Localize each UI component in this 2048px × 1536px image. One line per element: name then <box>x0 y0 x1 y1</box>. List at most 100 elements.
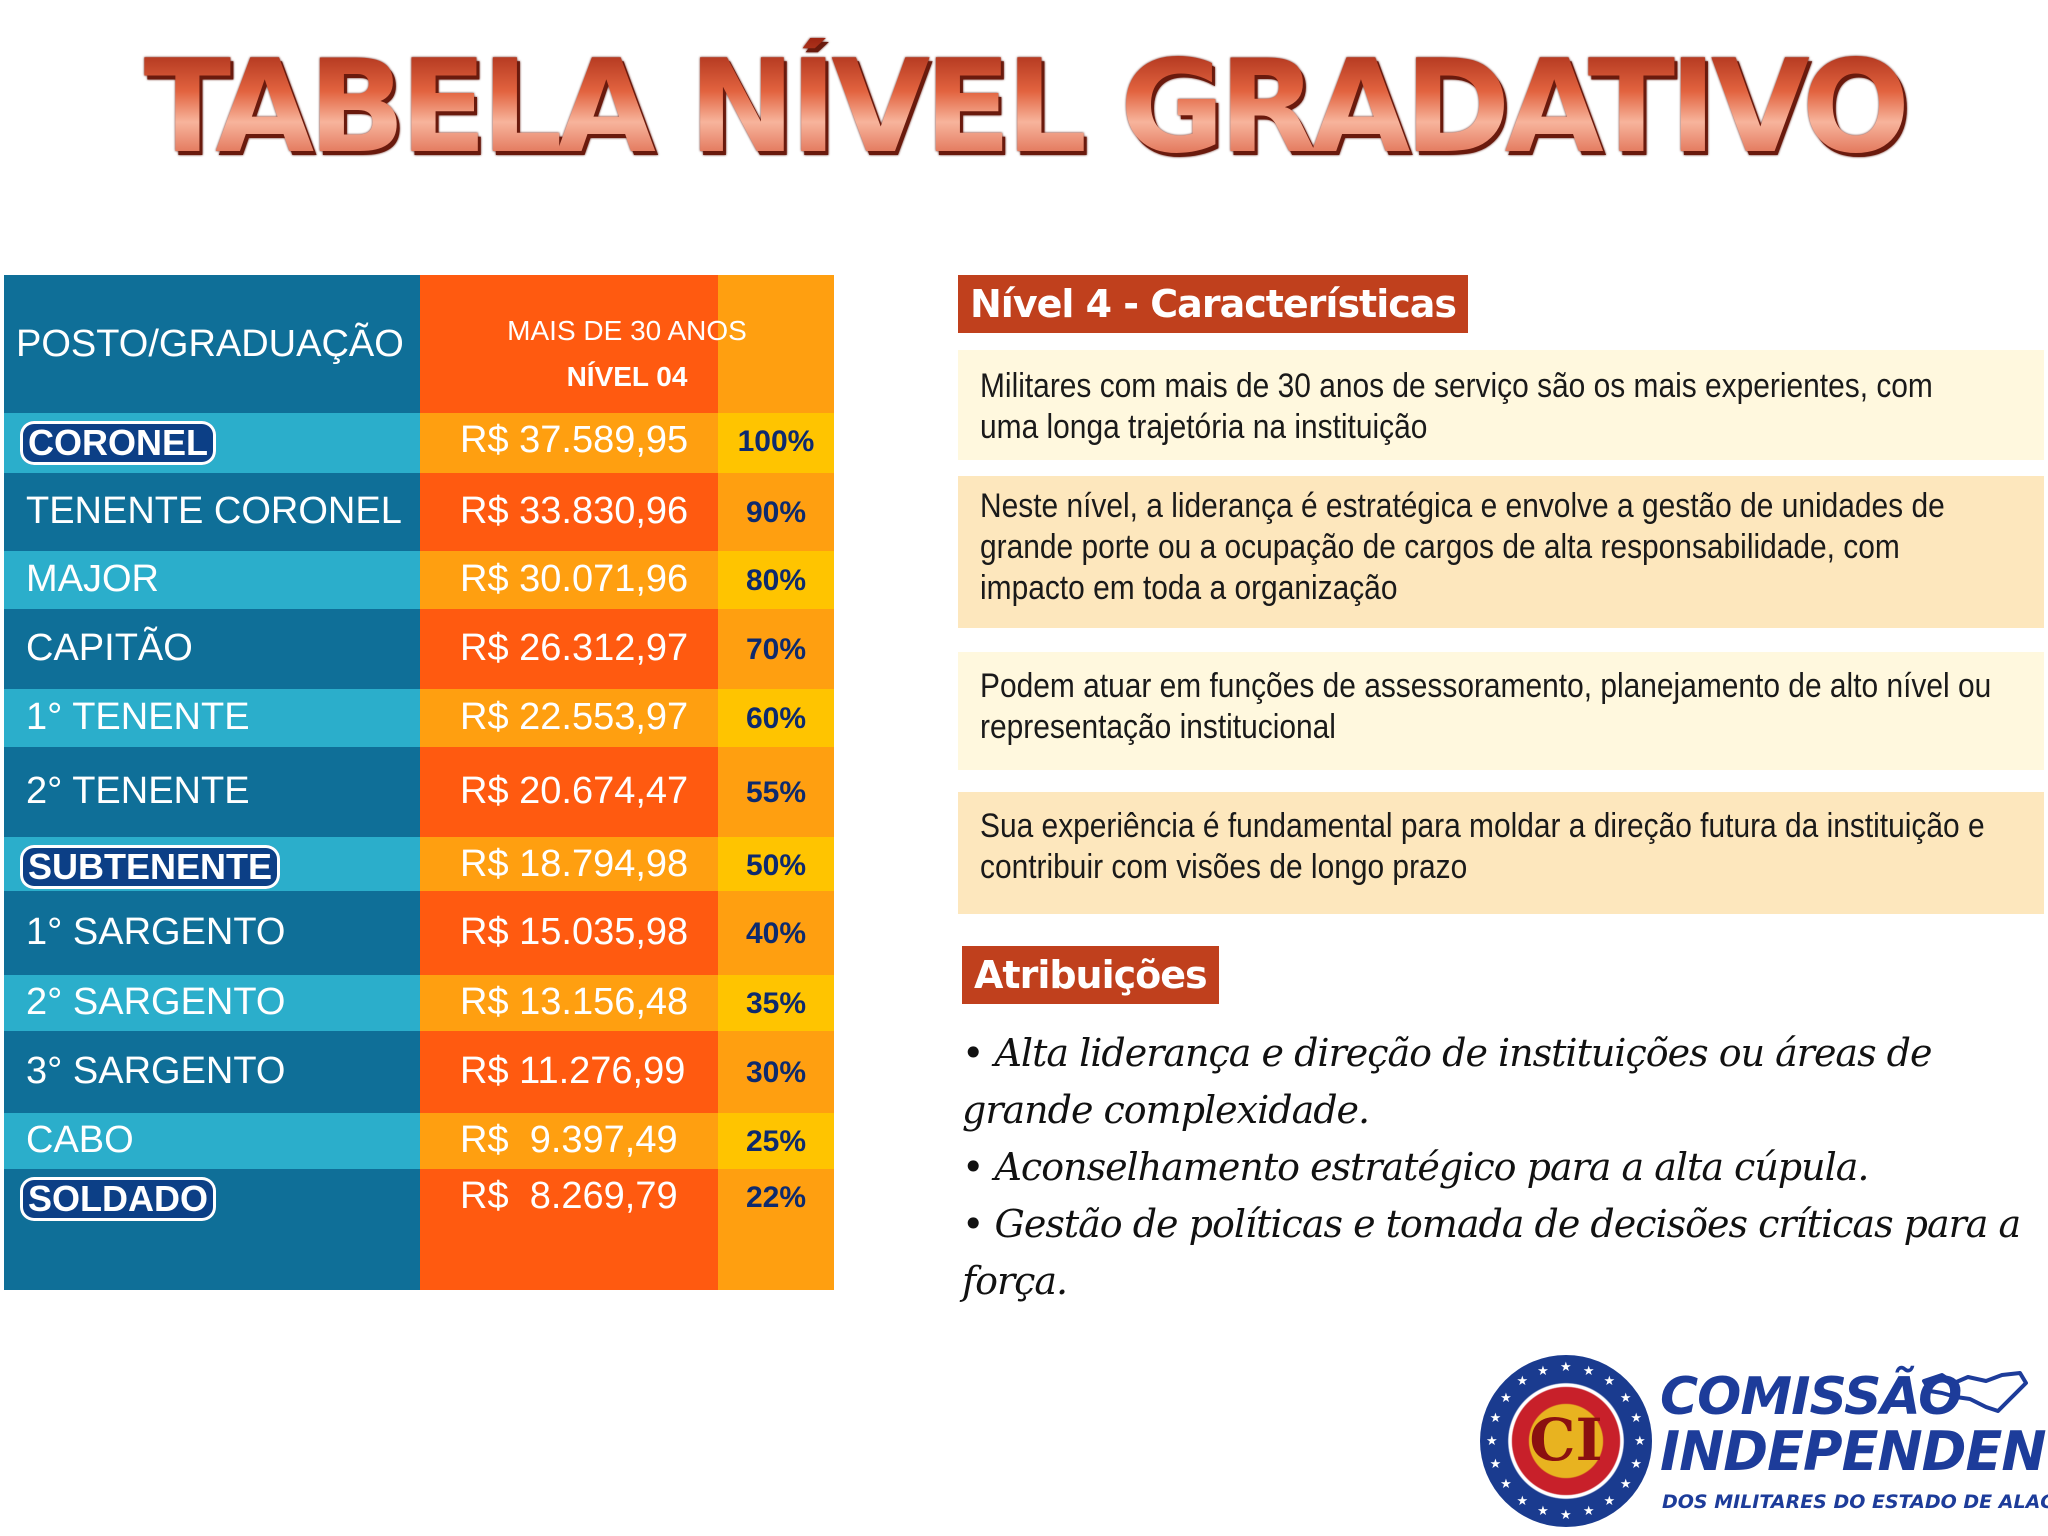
post-label: CAPITÃO <box>26 627 193 669</box>
value-label: R$ 8.269,79 <box>460 1175 678 1217</box>
star-icon: ★ <box>1560 1507 1572 1522</box>
organization-logo: CI ★ ★ ★ ★ ★ ★ ★ ★ ★ ★ ★ ★ ★ ★ ★ ★ ★ ★ ★ ★ COMISSÃO INDEPEN… <box>1480 1355 2048 1527</box>
value-label: R$ 15.035,98 <box>460 911 689 953</box>
table-row: 2° TENENTE R$ 20.674,47 55% <box>4 747 834 837</box>
cell-percent: 35% <box>718 975 834 1031</box>
cell-value: R$ 18.794,98 <box>420 837 718 891</box>
cell-percent: 60% <box>718 689 834 747</box>
star-icon: ★ <box>1603 1492 1616 1508</box>
cell-percent: 40% <box>718 891 834 975</box>
cell-post: TENENTE CORONEL <box>4 473 420 551</box>
header-value: MAIS DE 30 ANOS NÍVEL 04 <box>420 275 834 413</box>
star-icon: ★ <box>1619 1476 1632 1492</box>
header-post: POSTO/GRADUAÇÃO <box>16 323 404 365</box>
cell-value: R$ 13.156,48 <box>420 975 718 1031</box>
post-label: 2° TENENTE <box>26 770 250 812</box>
percent-label: 60% <box>745 702 807 735</box>
table-row: SUBTENENTE R$ 18.794,98 50% <box>4 837 834 891</box>
percent-label: 90% <box>745 496 807 529</box>
attributions-list: • Alta liderança e direção de instituiçõ… <box>962 1025 2042 1310</box>
post-label: TENENTE CORONEL <box>26 490 402 532</box>
cell-value: R$ 15.035,98 <box>420 891 718 975</box>
cell-value: R$ 33.830,96 <box>420 473 718 551</box>
table-row: 3° SARGENTO R$ 11.276,99 30% <box>4 1031 834 1113</box>
post-label: CORONEL <box>20 421 216 465</box>
percent-label: 22% <box>745 1181 807 1214</box>
cell-percent: 50% <box>718 837 834 891</box>
cell-percent: 30% <box>718 1031 834 1113</box>
star-icon: ★ <box>1634 1433 1646 1448</box>
cell-percent: 25% <box>718 1113 834 1169</box>
table-row: SOLDADO R$ 8.269,79 22% <box>4 1169 834 1269</box>
characteristic-text-2: Neste nível, a liderança é estratégica e… <box>980 487 1945 607</box>
cell-percent: 70% <box>718 609 834 689</box>
cell-value: R$ 37.589,95 <box>420 413 718 473</box>
percent-label: 80% <box>745 564 807 597</box>
post-label: 2° SARGENTO <box>26 981 286 1023</box>
cell-value: R$ 20.674,47 <box>420 747 718 837</box>
value-label: R$ 13.156,48 <box>460 981 689 1023</box>
star-icon: ★ <box>1630 1410 1643 1426</box>
cell-post: 1° TENENTE <box>4 689 420 747</box>
value-label: R$ 33.830,96 <box>460 490 689 532</box>
star-icon: ★ <box>1603 1373 1616 1389</box>
value-label: R$ 9.397,49 <box>460 1119 678 1161</box>
table-row: 1° SARGENTO R$ 15.035,98 40% <box>4 891 834 975</box>
characteristic-box-4: Sua experiência é fundamental para molda… <box>958 792 2044 914</box>
header-value-years: MAIS DE 30 ANOS <box>507 315 747 346</box>
percent-label: 25% <box>745 1125 807 1158</box>
header-value-level: NÍVEL 04 <box>566 361 688 392</box>
page-title: TABELA NÍVEL GRADATIVO <box>0 38 2048 178</box>
table-row: 2° SARGENTO R$ 13.156,48 35% <box>4 975 834 1031</box>
value-label: R$ 20.674,47 <box>460 770 689 812</box>
post-label: 1° SARGENTO <box>26 911 286 953</box>
table-row: TENENTE CORONEL R$ 33.830,96 90% <box>4 473 834 551</box>
attribution-item-1: • Alta liderança e direção de instituiçõ… <box>962 1031 1932 1132</box>
percent-label: 100% <box>737 425 815 458</box>
post-label: CABO <box>26 1119 134 1161</box>
attribution-item-3: • Gestão de políticas e tomada de decisõ… <box>962 1202 2021 1303</box>
cell-post: CABO <box>4 1113 420 1169</box>
cell-value: R$ 26.312,97 <box>420 609 718 689</box>
seal-monogram: CI <box>1529 1406 1603 1474</box>
salary-table: POSTO/GRADUAÇÃO MAIS DE 30 ANOS NÍVEL 04… <box>4 275 834 1290</box>
cell-value: R$ 22.553,97 <box>420 689 718 747</box>
percent-label: 55% <box>745 776 807 809</box>
cell-post: MAJOR <box>4 551 420 609</box>
star-icon: ★ <box>1582 1362 1595 1378</box>
logo-line-2: INDEPENDENTE <box>1660 1420 2048 1483</box>
percent-label: 50% <box>745 849 807 882</box>
percent-label: 35% <box>745 987 807 1020</box>
table-row: MAJOR R$ 30.071,96 80% <box>4 551 834 609</box>
value-label: R$ 30.071,96 <box>460 558 689 600</box>
characteristics-heading: Nível 4 - Características <box>958 275 1469 333</box>
cell-percent: 80% <box>718 551 834 609</box>
cell-post: CORONEL <box>4 413 420 473</box>
star-icon: ★ <box>1619 1389 1632 1405</box>
characteristic-text-3: Podem atuar em funções de assessoramento… <box>980 667 1992 746</box>
table-row: CABO R$ 9.397,49 25% <box>4 1113 834 1169</box>
cell-percent: 100% <box>718 413 834 473</box>
logo-line-3: DOS MILITARES DO ESTADO DE ALAGOAS <box>1662 1491 2048 1513</box>
alagoas-map-icon <box>1922 1371 2028 1413</box>
attributions-heading: Atribuições <box>962 946 1219 1004</box>
characteristic-box-3: Podem atuar em funções de assessoramento… <box>958 652 2044 770</box>
cell-post: 2° TENENTE <box>4 747 420 837</box>
cell-value: R$ 30.071,96 <box>420 551 718 609</box>
cell-percent: 90% <box>718 473 834 551</box>
value-label: R$ 26.312,97 <box>460 627 689 669</box>
characteristic-text-4: Sua experiência é fundamental para molda… <box>980 807 1985 886</box>
table-row: CORONEL R$ 37.589,95 100% <box>4 413 834 473</box>
star-icon: ★ <box>1500 1476 1512 1492</box>
star-icon: ★ <box>1489 1455 1502 1471</box>
post-label: SUBTENENTE <box>20 845 281 889</box>
table-row: 1° TENENTE R$ 22.553,97 60% <box>4 689 834 747</box>
star-icon: ★ <box>1582 1503 1595 1519</box>
cell-value: R$ 9.397,49 <box>420 1113 718 1169</box>
table-row: CAPITÃO R$ 26.312,97 70% <box>4 609 834 689</box>
logo-line-1: COMISSÃO <box>1660 1367 1962 1427</box>
percent-label: 70% <box>745 633 807 666</box>
star-icon: ★ <box>1486 1433 1498 1448</box>
cell-value: R$ 8.269,79 <box>420 1169 718 1269</box>
star-icon: ★ <box>1516 1492 1529 1508</box>
